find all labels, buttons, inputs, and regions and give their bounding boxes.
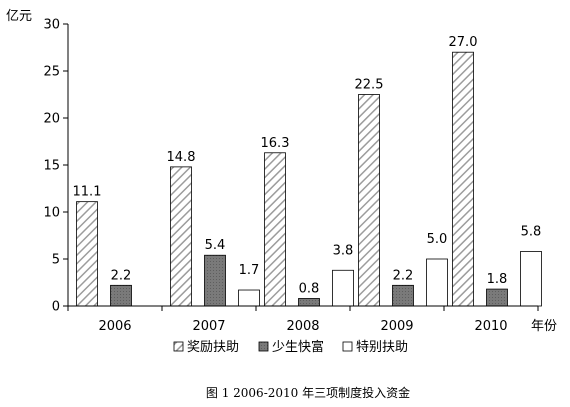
data-label: 5.0 — [427, 232, 448, 247]
bar-gray-2006 — [110, 284, 132, 307]
bar-hatch-2010 — [452, 51, 474, 307]
bar-white-2008 — [332, 269, 354, 307]
x-axis-title: 年份 — [531, 319, 557, 334]
x-ticks-group: 2006 2007 2008 2009 2010 — [67, 306, 539, 334]
plot-area: 11.1 2.2 14.8 5.4 1.7 16.3 0.8 3.8 22.5 2.2 5.0 27.… — [43, 18, 542, 334]
y-tick-label: 25 — [43, 65, 60, 80]
y-tick-label: 15 — [43, 159, 60, 174]
x-tick-label: 2010 — [474, 319, 507, 334]
bar-gray-2008 — [298, 298, 320, 307]
bar-gray-2007 — [204, 254, 226, 307]
y-tick-label: 30 — [43, 18, 60, 33]
legend-label: 奖励扶助 — [187, 340, 239, 355]
bar-white-2007 — [238, 289, 260, 307]
bar-hatch-2006 — [76, 201, 98, 307]
data-label: 3.8 — [333, 243, 354, 258]
legend-swatch-gray — [258, 341, 269, 352]
data-label: 22.5 — [355, 78, 384, 93]
y-ticks-group: 0 5 10 15 20 25 30 — [43, 18, 68, 315]
x-tick-label: 2007 — [192, 319, 225, 334]
legend-label: 少生快富 — [272, 339, 324, 355]
data-label: 5.4 — [205, 238, 226, 253]
legend-swatch-white — [342, 341, 353, 352]
bar-white-2010 — [520, 251, 542, 307]
data-labels-group: 11.1 2.2 14.8 5.4 1.7 16.3 0.8 3.8 22.5 2.2 5.0 27.… — [73, 35, 542, 296]
data-label: 1.7 — [239, 263, 260, 278]
bars-group — [76, 51, 542, 307]
bar-white-2009 — [426, 258, 448, 307]
data-label: 1.8 — [487, 272, 508, 287]
bar-hatch-2007 — [170, 166, 192, 307]
bar-hatch-2008 — [264, 152, 286, 307]
x-tick-label: 2006 — [98, 319, 131, 334]
bar-gray-2010 — [486, 288, 508, 307]
data-label: 5.8 — [521, 224, 542, 239]
legend-label: 特别扶助 — [356, 340, 408, 355]
y-tick-label: 20 — [43, 112, 60, 127]
data-label: 14.8 — [167, 150, 196, 165]
y-tick-label: 0 — [52, 300, 60, 315]
y-tick-label: 5 — [52, 253, 60, 268]
y-tick-label: 10 — [43, 206, 60, 221]
legend: 奖励扶助 少生快富 特别扶助 — [173, 339, 408, 355]
data-label: 2.2 — [111, 268, 132, 283]
bar-hatch-2009 — [358, 94, 380, 307]
x-tick-label: 2009 — [380, 319, 413, 334]
data-label: 2.2 — [393, 268, 414, 283]
data-label: 11.1 — [73, 185, 102, 200]
bar-gray-2009 — [392, 284, 414, 307]
x-tick-label: 2008 — [286, 319, 319, 334]
data-label: 27.0 — [449, 35, 478, 50]
y-axis-title: 亿元 — [6, 9, 32, 24]
data-label: 0.8 — [299, 281, 320, 296]
legend-swatch-hatch — [173, 341, 184, 352]
data-label: 16.3 — [261, 136, 290, 151]
figure-caption: 图 1 2006-2010 年三项制度投入资金 — [206, 385, 410, 400]
